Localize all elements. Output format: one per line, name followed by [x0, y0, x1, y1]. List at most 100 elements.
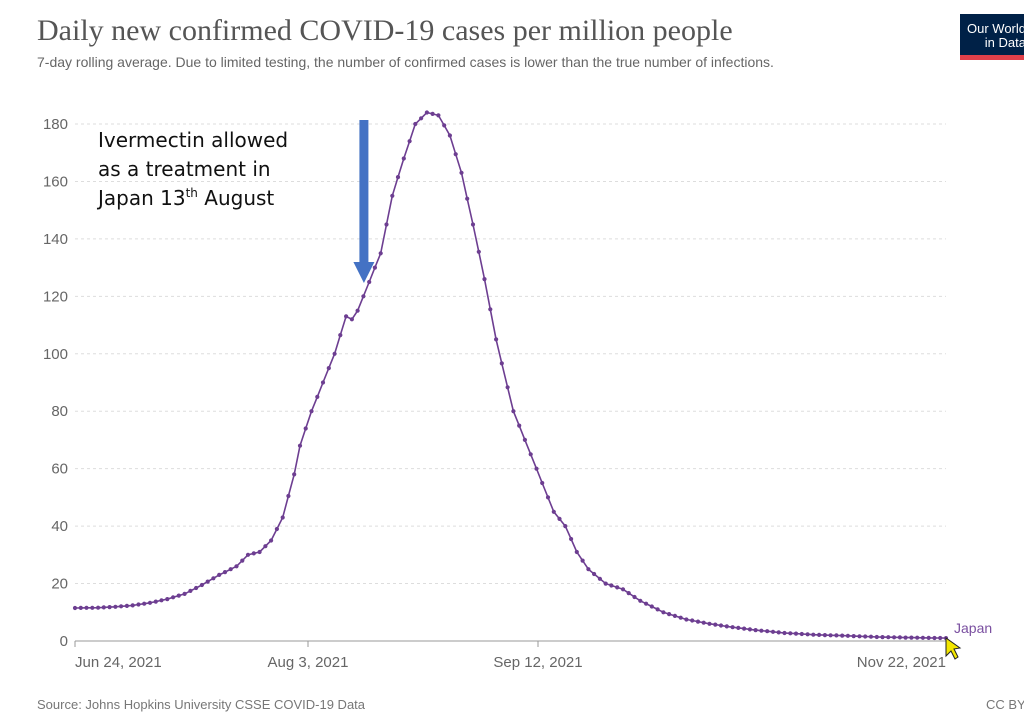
annotation-text-line: as a treatment in — [98, 157, 271, 181]
data-point — [886, 635, 891, 640]
data-point — [147, 600, 153, 605]
data-point — [845, 633, 851, 638]
x-tick-label: Sep 12, 2021 — [493, 654, 582, 671]
data-point — [505, 385, 510, 390]
data-point — [828, 633, 833, 638]
data-point — [551, 509, 556, 514]
data-point — [309, 409, 314, 414]
data-point — [355, 308, 360, 313]
data-point — [96, 605, 101, 610]
data-point — [811, 632, 816, 637]
data-point — [770, 629, 776, 634]
annotation-text-line: Japan 13th August — [96, 186, 274, 210]
data-point — [459, 170, 464, 175]
data-point — [545, 495, 551, 500]
data-point — [695, 619, 701, 624]
data-point — [251, 551, 256, 556]
data-point — [926, 635, 931, 641]
data-point — [661, 610, 666, 615]
data-point — [453, 152, 458, 157]
data-point — [874, 634, 879, 640]
data-point — [494, 337, 499, 342]
data-point — [620, 587, 626, 592]
data-point — [586, 567, 591, 572]
y-tick-label: 180 — [43, 116, 68, 133]
chart-title: Daily new confirmed COVID-19 cases per m… — [37, 14, 733, 47]
data-point — [430, 111, 435, 116]
data-point — [442, 123, 447, 128]
data-point — [315, 394, 320, 399]
data-point — [580, 558, 585, 563]
data-point — [644, 601, 649, 606]
data-point — [557, 516, 562, 522]
data-point — [615, 585, 620, 590]
data-point — [534, 466, 539, 471]
data-point — [701, 620, 706, 625]
data-point — [384, 222, 389, 227]
x-tick-label: Aug 3, 2021 — [268, 654, 349, 671]
data-point — [880, 635, 885, 640]
data-point — [626, 591, 631, 596]
data-point — [718, 623, 724, 628]
data-point — [470, 222, 476, 227]
data-point — [938, 635, 943, 641]
data-point — [292, 472, 297, 477]
y-tick-label: 120 — [43, 288, 68, 305]
data-point — [136, 602, 141, 607]
data-point — [517, 423, 522, 428]
data-point — [759, 628, 764, 633]
data-point — [897, 635, 903, 640]
data-point — [130, 603, 135, 608]
data-point — [603, 581, 608, 586]
data-point — [326, 366, 331, 371]
y-tick-label: 0 — [60, 633, 68, 650]
y-tick-label: 20 — [51, 576, 68, 593]
data-point — [142, 601, 147, 606]
data-point — [240, 558, 245, 563]
data-point — [788, 631, 793, 636]
data-point — [297, 443, 303, 448]
data-point — [776, 630, 781, 635]
data-point — [124, 603, 129, 609]
data-point — [176, 593, 181, 598]
data-point — [78, 605, 83, 611]
y-tick-label: 100 — [43, 346, 68, 363]
license-note: CC BY — [986, 697, 1024, 712]
data-point — [863, 634, 868, 639]
data-point — [101, 605, 106, 610]
owid-logo[interactable]: Our World in Data — [960, 14, 1024, 60]
data-point — [72, 605, 78, 611]
data-point — [597, 576, 603, 581]
data-point — [245, 552, 251, 557]
data-point — [234, 564, 239, 569]
data-point — [753, 628, 758, 633]
data-point — [280, 515, 285, 520]
data-point — [822, 633, 828, 638]
data-point — [165, 597, 170, 602]
data-point — [476, 249, 481, 254]
data-point — [159, 598, 164, 603]
data-point — [274, 526, 279, 532]
data-point — [592, 571, 597, 577]
data-point — [678, 615, 683, 620]
data-point — [257, 549, 262, 555]
data-point — [228, 567, 233, 572]
data-point — [447, 133, 452, 138]
data-point — [390, 193, 395, 198]
data-point — [915, 635, 920, 640]
data-point — [194, 585, 199, 591]
data-point — [667, 612, 672, 617]
data-point — [182, 591, 187, 597]
data-point — [569, 536, 574, 542]
data-point — [113, 604, 118, 609]
data-point — [655, 607, 660, 612]
annotation-text-line: Ivermectin allowed — [98, 128, 288, 152]
data-point — [407, 139, 412, 144]
data-point — [419, 116, 424, 121]
data-point — [395, 175, 401, 180]
y-tick-label: 80 — [51, 403, 68, 420]
data-point — [932, 635, 937, 641]
annotation-text-tail: August — [198, 186, 275, 210]
data-point — [632, 594, 637, 600]
data-point — [782, 630, 787, 636]
